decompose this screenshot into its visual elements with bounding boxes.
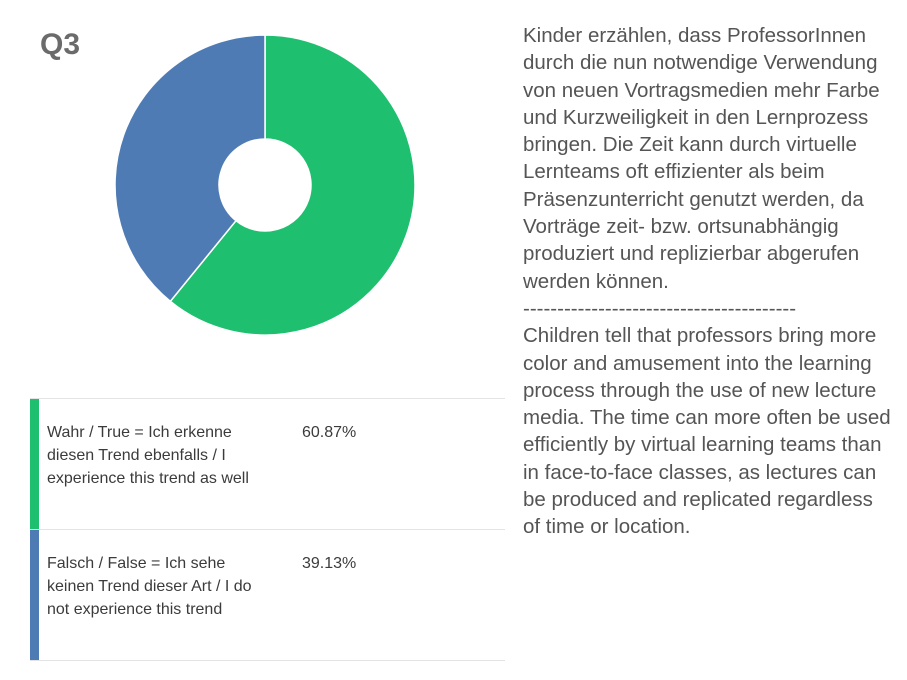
legend-percent-false: 39.13% [302,555,357,572]
legend-percent-true: 60.87% [302,424,357,441]
legend-row-false: Falsch / False = Ich sehe keinen Trend d… [30,530,505,661]
legend-label-true: Wahr / True = Ich erkenne diesen Trend e… [47,424,249,487]
notes-divider: ---------------------------------------- [523,296,797,320]
legend-label-false: Falsch / False = Ich sehe keinen Trend d… [47,555,252,618]
donut-slice-false [114,34,266,303]
question-label: Q3 [40,28,81,61]
notes-german: Kinder erzählen, dass ProfessorInnen dur… [523,24,880,293]
legend-table: Wahr / True = Ich erkenne diesen Trend e… [30,398,505,661]
legend-row-true: Wahr / True = Ich erkenne diesen Trend e… [30,399,505,530]
legend-swatch-false [30,530,39,660]
donut-slice-true [169,34,416,336]
notes-english: Children tell that professors bring more… [523,324,891,539]
donut-chart [114,34,416,336]
legend-swatch-true [30,399,39,529]
notes-text: Kinder erzählen, dass ProfessorInnen dur… [523,22,893,541]
